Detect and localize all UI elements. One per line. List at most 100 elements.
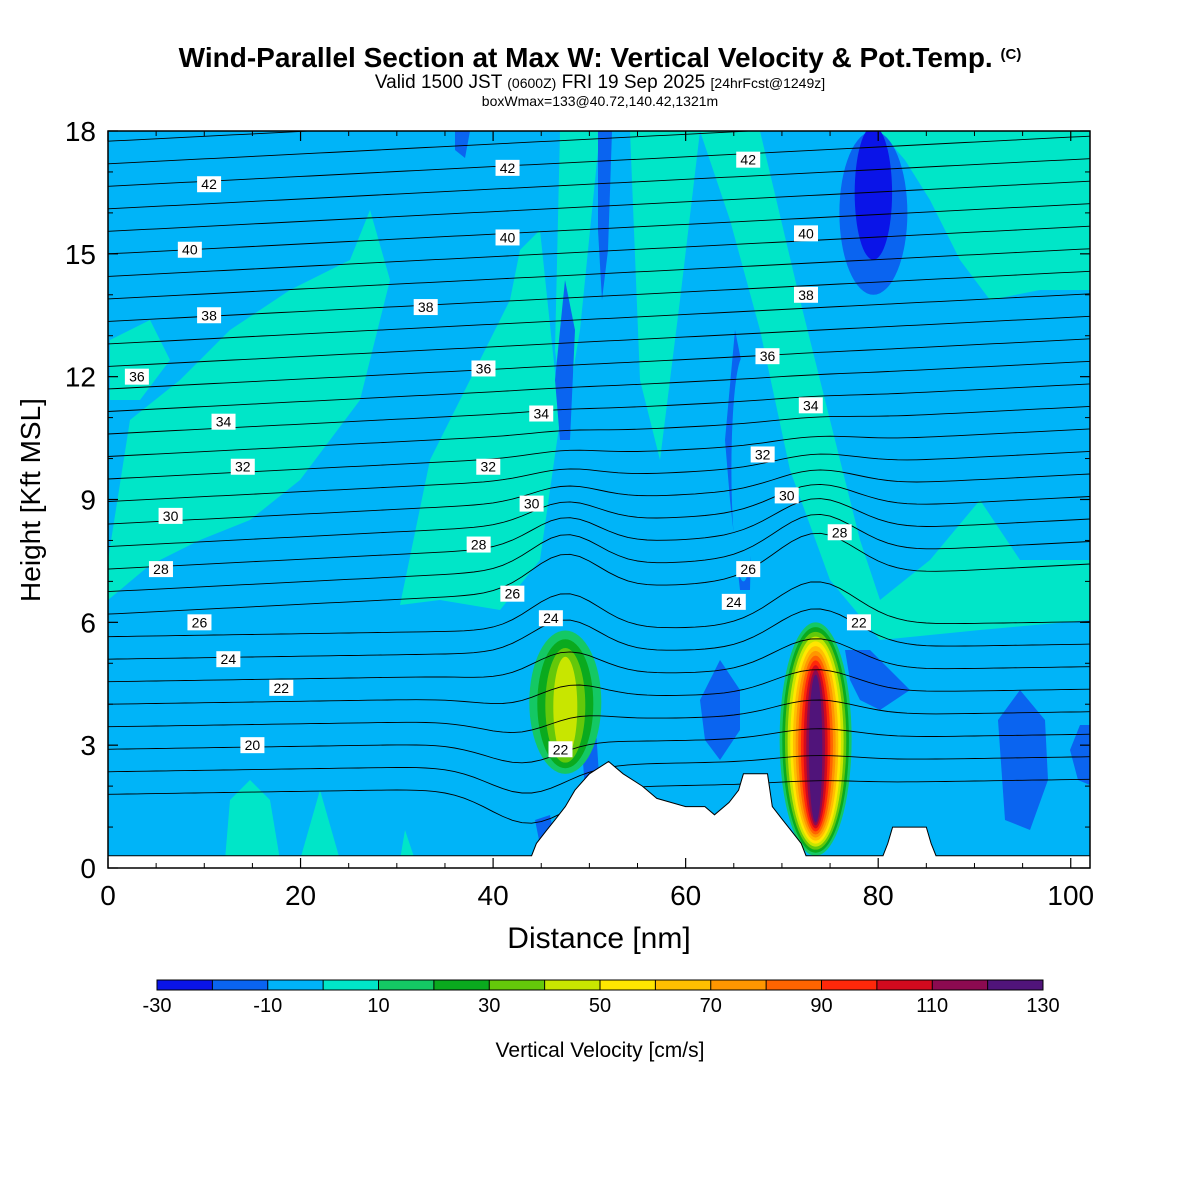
isentrope-line bbox=[108, 428, 1090, 480]
colorbar-tick-label: -10 bbox=[253, 995, 282, 1017]
theta-label-bg bbox=[495, 229, 520, 246]
theta-label: 24 bbox=[216, 651, 241, 668]
isentrope-line bbox=[108, 270, 1090, 322]
isentrope-line bbox=[108, 581, 1090, 638]
x-tick-label: 20 bbox=[285, 880, 316, 911]
theta-label-bg bbox=[197, 176, 222, 193]
y-tick-label: 12 bbox=[65, 362, 96, 393]
theta-label-text: 38 bbox=[201, 307, 217, 323]
colorbar-tick-label: 10 bbox=[367, 995, 389, 1017]
downdraft-region bbox=[700, 660, 740, 760]
isentrope-line bbox=[108, 180, 1090, 232]
chart-subtitle: Valid 1500 JST (0600Z) FRI 19 Sep 2025 [… bbox=[0, 72, 1200, 94]
x-tick-label: 100 bbox=[1047, 880, 1094, 911]
theta-label: 36 bbox=[471, 360, 496, 377]
theta-label: 22 bbox=[846, 614, 871, 631]
isentrope-line bbox=[108, 225, 1090, 277]
theta-label-bg bbox=[187, 614, 212, 631]
theta-label-bg bbox=[413, 299, 438, 316]
downdraft-region bbox=[598, 131, 612, 300]
x-tick-label: 40 bbox=[478, 880, 509, 911]
theta-label-bg bbox=[538, 610, 563, 627]
theta-label-bg bbox=[197, 307, 222, 324]
theta-label-text: 24 bbox=[726, 594, 742, 610]
colorbar-swatch bbox=[987, 980, 1044, 990]
theta-label-bg bbox=[124, 368, 149, 385]
theta-label-bg bbox=[774, 487, 799, 504]
colorbar-tick-label: -30 bbox=[143, 995, 172, 1017]
colorbar-swatch bbox=[710, 980, 767, 990]
colorbar-tick-label: 30 bbox=[478, 995, 500, 1017]
isentrope-contours bbox=[108, 131, 1090, 824]
y-tick-label: 9 bbox=[80, 485, 96, 516]
isentrope-line bbox=[108, 498, 1090, 570]
theta-label: 34 bbox=[798, 397, 823, 414]
theta-label-bg bbox=[471, 360, 496, 377]
theta-label-text: 40 bbox=[500, 229, 516, 245]
weak-updraft-region bbox=[108, 210, 390, 600]
weak-updraft-region bbox=[700, 131, 1090, 640]
isentrope-line bbox=[108, 131, 317, 142]
isentrope-line bbox=[108, 513, 1090, 593]
theta-label-text: 22 bbox=[851, 614, 867, 630]
title-unit: (C) bbox=[1000, 46, 1022, 63]
isentrope-line bbox=[108, 248, 1090, 300]
terrain-profile bbox=[108, 760, 1090, 868]
theta-label-text: 40 bbox=[798, 225, 814, 241]
theta-label-bg bbox=[793, 225, 818, 242]
downdraft-region bbox=[998, 690, 1048, 830]
valid-prefix: Valid 1500 JST bbox=[374, 72, 502, 93]
title-main: Wind-Parallel Section at Max W: Vertical… bbox=[178, 42, 993, 73]
theta-label-text: 36 bbox=[476, 360, 492, 376]
isentrope-line bbox=[108, 158, 1090, 210]
box-info: boxWmax=133@40.72,140.42,1321m bbox=[481, 93, 719, 109]
theta-label: 32 bbox=[230, 458, 255, 475]
theta-label: 42 bbox=[736, 151, 761, 168]
isentrope-line bbox=[108, 338, 1090, 390]
theta-label-text: 34 bbox=[803, 397, 819, 413]
theta-label-text: 34 bbox=[216, 414, 232, 430]
theta-label-bg bbox=[500, 585, 525, 602]
isentrope-line bbox=[108, 405, 1090, 457]
theta-label-text: 20 bbox=[245, 737, 261, 753]
theta-label-text: 26 bbox=[505, 586, 521, 602]
theta-label: 36 bbox=[755, 348, 780, 365]
theta-label-bg bbox=[240, 737, 265, 754]
theta-label: 22 bbox=[269, 679, 294, 696]
theta-label: 20 bbox=[240, 737, 265, 754]
theta-label: 42 bbox=[495, 159, 520, 176]
isentrope-line bbox=[108, 728, 1090, 764]
theta-label: 30 bbox=[774, 487, 799, 504]
theta-label-bg bbox=[755, 348, 780, 365]
x-tick-label: 80 bbox=[863, 880, 894, 911]
downdraft-core-inner bbox=[854, 131, 893, 260]
colorbar-swatch bbox=[766, 980, 822, 990]
theta-label-bg bbox=[793, 286, 818, 303]
theta-label: 26 bbox=[500, 585, 525, 602]
theta-label: 22 bbox=[548, 741, 573, 758]
velocity-field bbox=[108, 131, 1090, 868]
weak-updraft-region bbox=[300, 790, 340, 860]
colorbar-tick-label: 90 bbox=[810, 995, 832, 1017]
colorbar-tick-label: 130 bbox=[1026, 995, 1059, 1017]
theta-label: 40 bbox=[495, 229, 520, 246]
theta-label-bg bbox=[230, 458, 255, 475]
plot-area: 20 22 22 24 24 24 26 26 26 22 28 28 28 30 30 30 32 32 32 34… bbox=[108, 131, 1090, 868]
theta-label: 26 bbox=[187, 614, 212, 631]
theta-label: 34 bbox=[211, 413, 236, 430]
isentrope-line bbox=[108, 131, 758, 165]
theta-label: 30 bbox=[158, 507, 183, 524]
colorbar-swatch bbox=[489, 980, 546, 990]
colorbar-swatch bbox=[821, 980, 878, 990]
downdraft-region bbox=[1070, 725, 1090, 785]
theta-label-text: 22 bbox=[553, 741, 569, 757]
colorbar: -30 -10 10 30 50 70 90 110 130 bbox=[143, 979, 1060, 1017]
theta-label-text: 36 bbox=[760, 348, 776, 364]
theta-label-text: 32 bbox=[235, 459, 251, 475]
isentrope-line bbox=[108, 699, 1090, 734]
isentrope-line bbox=[108, 360, 1090, 412]
colorbar-swatch bbox=[378, 980, 435, 990]
theta-label-text: 42 bbox=[740, 152, 756, 168]
theta-label: 30 bbox=[519, 495, 544, 512]
theta-label: 38 bbox=[197, 307, 222, 324]
